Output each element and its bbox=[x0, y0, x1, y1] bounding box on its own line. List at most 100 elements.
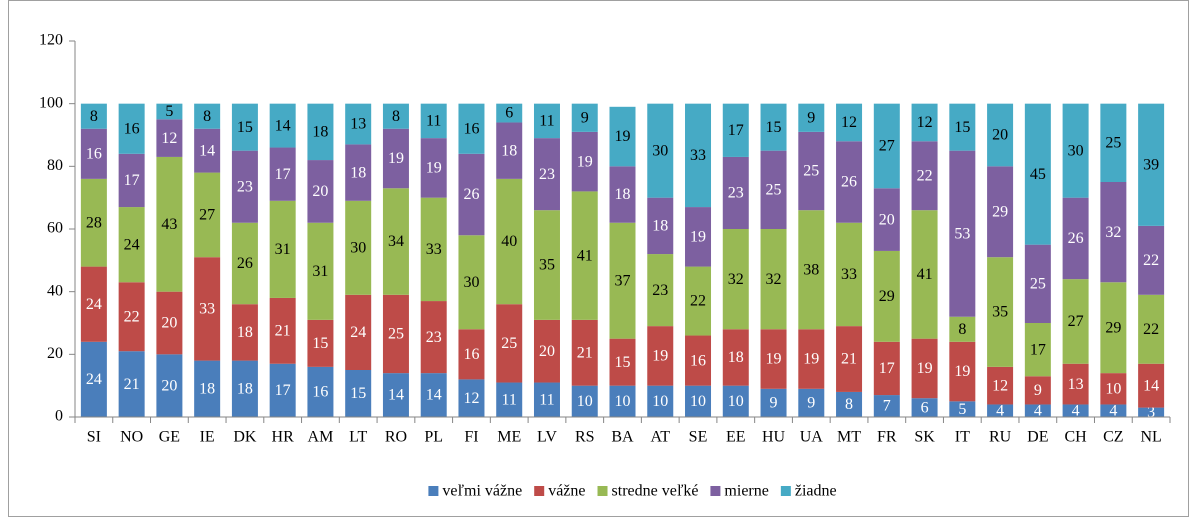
y-tick-label: 40 bbox=[47, 282, 63, 299]
data-label: 10 bbox=[728, 393, 744, 410]
bar-segment bbox=[873, 188, 900, 251]
bar-segment bbox=[760, 329, 787, 389]
bar-segment bbox=[533, 210, 560, 320]
data-label: 29 bbox=[992, 203, 1008, 220]
bar-segment bbox=[156, 156, 183, 292]
bar-segment bbox=[382, 373, 409, 417]
bar-segment bbox=[80, 103, 107, 129]
legend-label: žiadne bbox=[795, 483, 837, 500]
data-label: 41 bbox=[577, 247, 593, 264]
bar-segment bbox=[722, 329, 749, 386]
bar-segment bbox=[722, 103, 749, 157]
bar-segment bbox=[231, 103, 258, 151]
x-tick-label: PL bbox=[424, 429, 443, 446]
bar-segment bbox=[1024, 244, 1051, 323]
data-label: 53 bbox=[954, 225, 970, 242]
data-label: 10 bbox=[652, 393, 668, 410]
bar-segment bbox=[685, 266, 712, 336]
data-label: 18 bbox=[350, 164, 366, 181]
data-label: 16 bbox=[463, 346, 479, 363]
y-tick-label: 100 bbox=[39, 94, 63, 111]
data-label: 29 bbox=[879, 288, 895, 305]
data-label: 11 bbox=[539, 113, 554, 130]
data-label: 4 bbox=[1109, 402, 1117, 419]
data-label: 16 bbox=[312, 384, 328, 401]
bar-segment bbox=[1024, 103, 1051, 245]
bar-segment bbox=[836, 141, 863, 223]
bar-segment bbox=[949, 150, 976, 317]
data-label: 9 bbox=[1034, 382, 1042, 399]
bar-segment bbox=[533, 319, 560, 383]
x-tick-label: RS bbox=[575, 429, 595, 446]
data-label: 24 bbox=[86, 371, 102, 388]
data-label: 33 bbox=[426, 241, 442, 258]
bar-segment bbox=[118, 282, 145, 352]
data-label: 25 bbox=[1030, 276, 1046, 293]
bar-segment bbox=[647, 326, 674, 386]
x-tick-label: IT bbox=[955, 429, 970, 446]
data-label: 14 bbox=[1143, 377, 1159, 394]
y-tick-label: 120 bbox=[39, 32, 63, 49]
data-label: 10 bbox=[577, 393, 593, 410]
data-label: 35 bbox=[539, 257, 555, 274]
bar-segment bbox=[685, 103, 712, 208]
bar-segment bbox=[156, 291, 183, 355]
data-label: 14 bbox=[275, 117, 291, 134]
data-label: 26 bbox=[841, 174, 857, 191]
data-label: 27 bbox=[879, 138, 895, 155]
x-tick-label: IE bbox=[200, 429, 215, 446]
x-tick-label: NL bbox=[1140, 429, 1161, 446]
bar-segment bbox=[609, 385, 636, 417]
bar-segment bbox=[382, 294, 409, 374]
bar-segment bbox=[760, 150, 787, 229]
data-label: 5 bbox=[165, 103, 173, 120]
data-label: 28 bbox=[86, 214, 102, 231]
data-label: 27 bbox=[199, 207, 215, 224]
bar-segment bbox=[382, 103, 409, 129]
data-label: 17 bbox=[275, 166, 291, 183]
data-label: 11 bbox=[539, 391, 554, 408]
data-label: 19 bbox=[690, 229, 706, 246]
bar-segment bbox=[836, 391, 863, 417]
data-label: 17 bbox=[728, 122, 744, 139]
data-label: 9 bbox=[770, 395, 778, 412]
bar-segment bbox=[571, 103, 598, 132]
x-tick-label: RU bbox=[989, 429, 1012, 446]
bar-segment bbox=[1062, 404, 1089, 417]
data-label: 6 bbox=[505, 105, 513, 122]
data-label: 8 bbox=[90, 108, 98, 125]
data-label: 23 bbox=[237, 178, 253, 195]
bar-segment bbox=[156, 119, 183, 157]
data-label: 31 bbox=[275, 241, 291, 258]
data-label: 14 bbox=[199, 142, 215, 159]
x-tick-label: NO bbox=[120, 429, 143, 446]
bar-segment bbox=[609, 166, 636, 223]
data-label: 15 bbox=[766, 119, 782, 136]
bar-segment bbox=[1062, 197, 1089, 280]
bar-segment bbox=[345, 294, 372, 370]
data-label: 12 bbox=[992, 377, 1008, 394]
bar-segment bbox=[307, 366, 334, 417]
bar-segment bbox=[571, 385, 598, 417]
bar-segment bbox=[1138, 225, 1165, 295]
bar-segment bbox=[1138, 103, 1165, 226]
data-label: 24 bbox=[86, 296, 102, 313]
data-label: 19 bbox=[615, 128, 631, 145]
x-tick-label: LT bbox=[349, 429, 367, 446]
bar-segment bbox=[382, 128, 409, 189]
data-label: 6 bbox=[921, 399, 929, 416]
bar-segment bbox=[118, 153, 145, 208]
bar-segment bbox=[987, 103, 1014, 167]
data-label: 25 bbox=[501, 335, 517, 352]
data-label: 18 bbox=[728, 349, 744, 366]
data-label: 14 bbox=[388, 387, 404, 404]
data-label: 35 bbox=[992, 304, 1008, 321]
bar-segment bbox=[231, 360, 258, 417]
bar-segment bbox=[1138, 407, 1165, 417]
x-tick-label: SK bbox=[914, 429, 935, 446]
bar-segment bbox=[420, 103, 447, 139]
bar-segment bbox=[496, 304, 523, 383]
bar-segment bbox=[949, 401, 976, 417]
bar-segment bbox=[382, 188, 409, 295]
